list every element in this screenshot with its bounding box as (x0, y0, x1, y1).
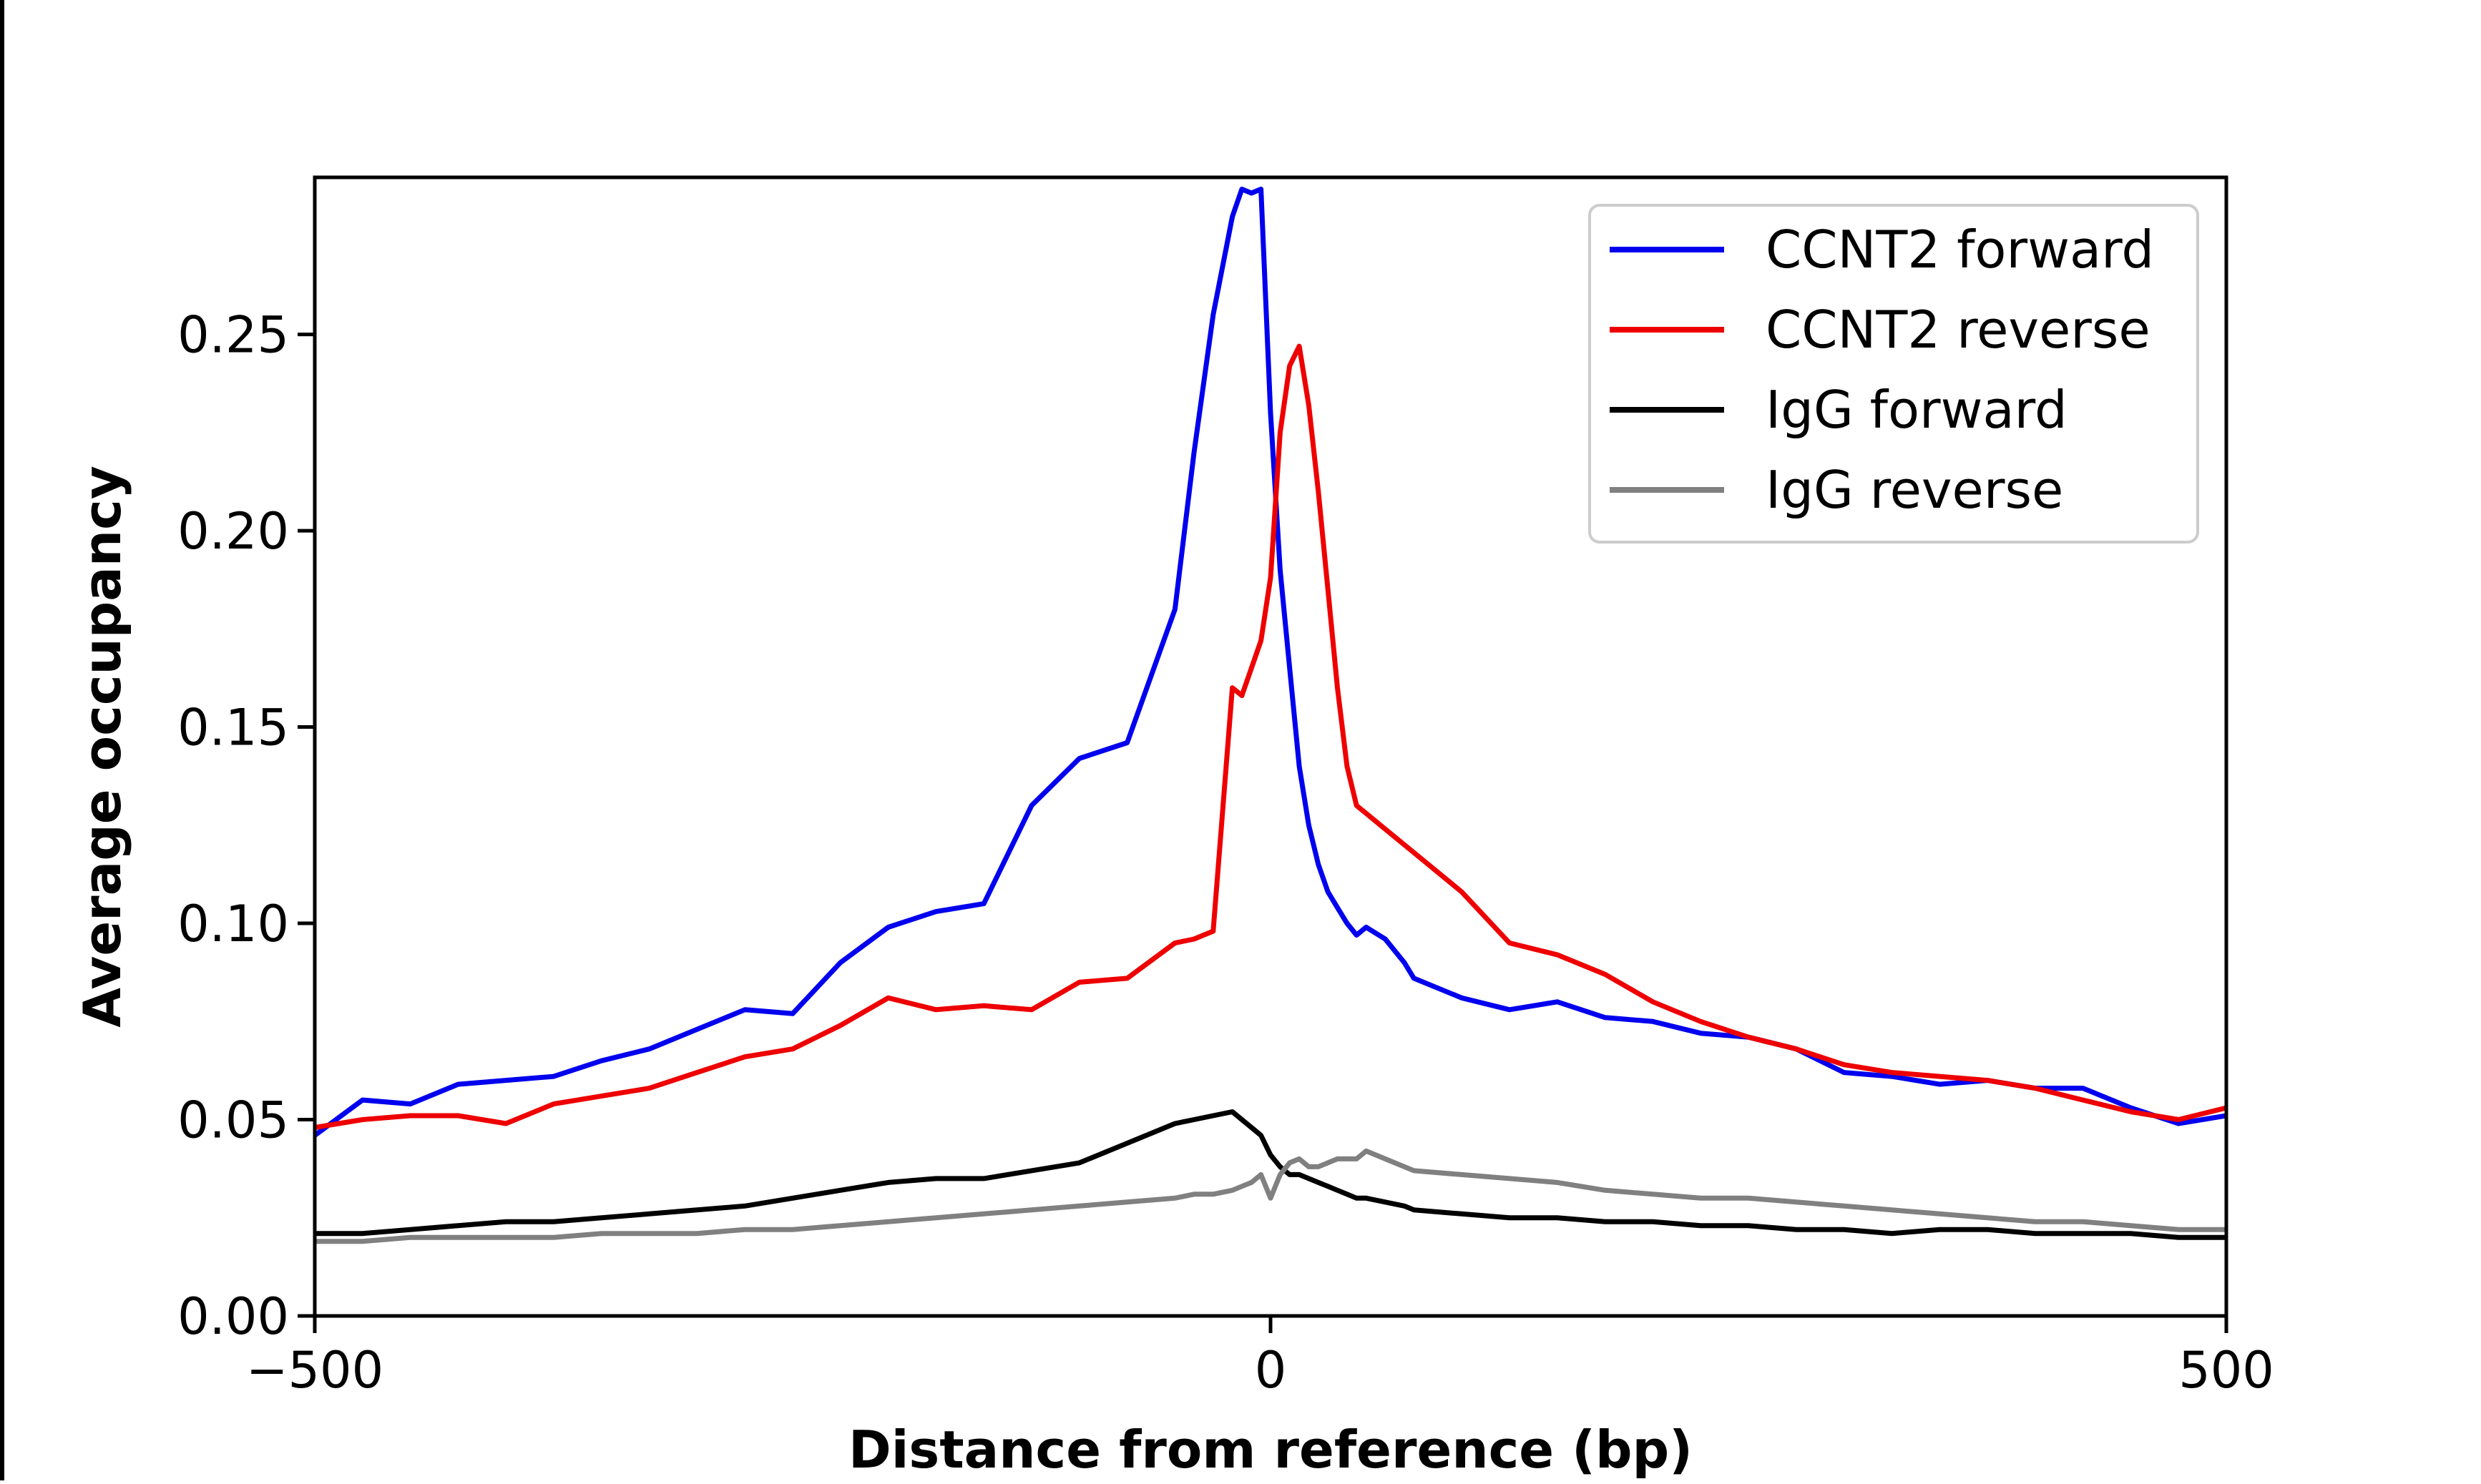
x-tick-label: 500 (2178, 1341, 2274, 1400)
x-axis-ticks: −500 0 500 (246, 1316, 2274, 1400)
y-axis-ticks: 0.00 0.05 0.10 0.15 0.20 0.25 (177, 306, 315, 1346)
y-tick-label: 0.15 (177, 699, 289, 757)
y-tick-label: 0.10 (177, 895, 289, 953)
y-axis-label: Average occupancy (72, 466, 132, 1028)
legend-entries: CCNT2 forward CCNT2 reverse IgG forward IgG… (1610, 220, 2154, 520)
legend-label: CCNT2 forward (1766, 220, 2154, 280)
series-line-2 (315, 343, 2226, 1130)
legend-label: IgG forward (1766, 380, 2068, 440)
left-edge-line (0, 0, 4, 1480)
y-tick-label: 0.20 (177, 502, 289, 561)
legend-frame (1588, 204, 2199, 544)
series-line-4 (315, 1148, 2226, 1244)
x-tick-label: 0 (1255, 1341, 1287, 1400)
legend-label: CCNT2 reverse (1766, 300, 2150, 360)
x-axis-label: Distance from reference (bp) (848, 1420, 1693, 1480)
y-tick-label: 0.00 (177, 1287, 289, 1346)
series-layer (315, 187, 2226, 1244)
legend-label: IgG reverse (1766, 460, 2063, 520)
y-tick-label: 0.05 (177, 1091, 289, 1150)
series-line-3 (315, 1109, 2226, 1240)
legend: CCNT2 forward CCNT2 reverse IgG forward IgG… (1588, 204, 2199, 544)
x-tick-label: −500 (246, 1341, 383, 1400)
y-tick-label: 0.25 (177, 306, 289, 365)
